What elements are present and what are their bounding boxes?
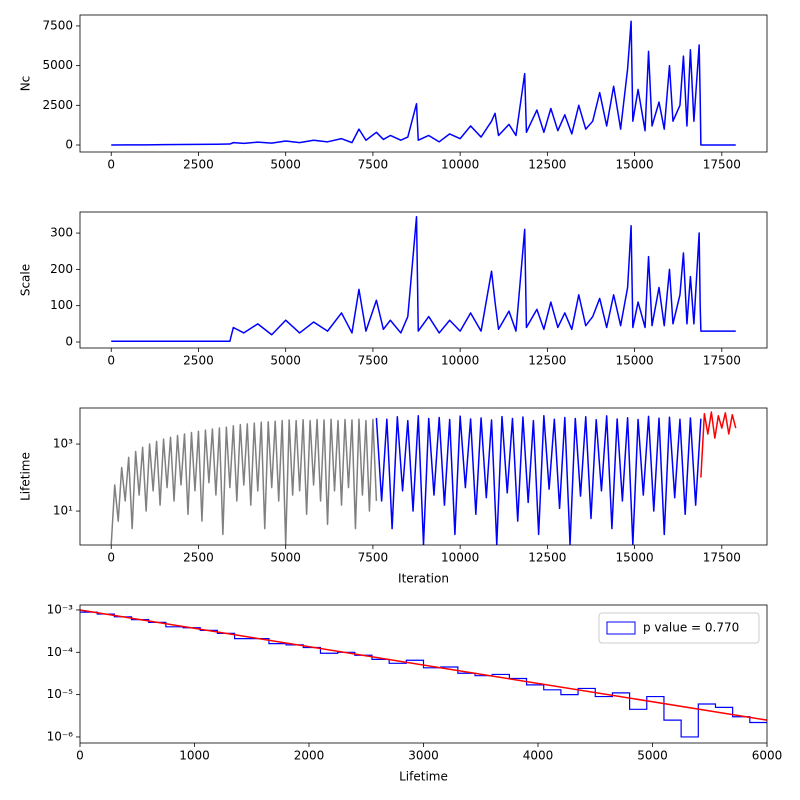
data-line [111, 215, 736, 343]
x-tick-label: 0 [107, 551, 115, 565]
x-tick-label: 10000 [441, 158, 479, 172]
y-tick-label: 2500 [42, 98, 73, 112]
y-axis-label: Lifetime [19, 452, 33, 501]
y-tick-label: 5000 [42, 58, 73, 72]
x-tick-label: 12500 [528, 158, 566, 172]
y-tick-label: 10⁻⁴ [47, 645, 74, 659]
x-tick-label: 0 [76, 749, 84, 763]
plot-area [80, 609, 767, 738]
legend-swatch [606, 621, 636, 635]
x-tick-label: 0 [107, 354, 115, 368]
x-tick-label: 2500 [183, 551, 214, 565]
legend-box [598, 612, 760, 644]
y-tick-label: 200 [50, 262, 73, 276]
x-tick-label: 2000 [294, 749, 325, 763]
data-line [375, 414, 702, 545]
axes-frame [79, 211, 768, 349]
y-axis-label: Nc [19, 76, 33, 92]
y-tick-label: 10⁻⁶ [47, 729, 74, 743]
y-tick-label: 10¹ [53, 504, 73, 518]
x-tick-label: 5000 [637, 749, 668, 763]
x-tick-label: 6000 [752, 749, 783, 763]
x-tick-label: 1000 [179, 749, 210, 763]
y-axis-label: Scale [19, 264, 33, 296]
axes-frame [79, 407, 768, 546]
x-tick-label: 2500 [183, 354, 214, 368]
fit-line [80, 609, 767, 721]
x-axis-label: Iteration [398, 572, 449, 586]
legend-label: p value = 0.770 [643, 621, 739, 635]
x-tick-label: 10000 [441, 354, 479, 368]
x-tick-label: 10000 [441, 551, 479, 565]
y-tick-label: 0 [65, 335, 73, 349]
x-tick-label: 17500 [703, 158, 741, 172]
x-tick-label: 15000 [615, 551, 653, 565]
x-tick-label: 7500 [358, 354, 389, 368]
x-tick-label: 12500 [528, 551, 566, 565]
x-tick-label: 12500 [528, 354, 566, 368]
x-tick-label: 5000 [270, 354, 301, 368]
x-tick-label: 5000 [270, 551, 301, 565]
plot-area [110, 411, 737, 545]
x-tick-label: 15000 [615, 158, 653, 172]
y-tick-label: 0 [65, 138, 73, 152]
x-tick-label: 0 [107, 158, 115, 172]
x-tick-label: 5000 [270, 158, 301, 172]
x-tick-label: 4000 [523, 749, 554, 763]
x-tick-label: 7500 [358, 158, 389, 172]
x-tick-label: 15000 [615, 354, 653, 368]
y-tick-label: 7500 [42, 18, 73, 32]
data-line [110, 418, 378, 545]
data-line [111, 20, 736, 146]
y-tick-label: 10³ [53, 437, 73, 451]
axes-frame [79, 14, 768, 153]
plot-area [111, 20, 736, 146]
y-tick-label: 100 [50, 298, 73, 312]
data-line [700, 411, 737, 478]
histogram-step [80, 611, 767, 738]
x-tick-label: 17500 [703, 551, 741, 565]
x-tick-label: 3000 [408, 749, 439, 763]
x-tick-label: 2500 [183, 158, 214, 172]
y-tick-label: 10⁻³ [47, 602, 74, 616]
y-tick-label: 10⁻⁵ [47, 687, 74, 701]
y-tick-label: 300 [50, 226, 73, 240]
x-axis-label: Lifetime [399, 770, 448, 784]
plot-area [111, 215, 736, 343]
x-tick-label: 7500 [358, 551, 389, 565]
x-tick-label: 17500 [703, 354, 741, 368]
